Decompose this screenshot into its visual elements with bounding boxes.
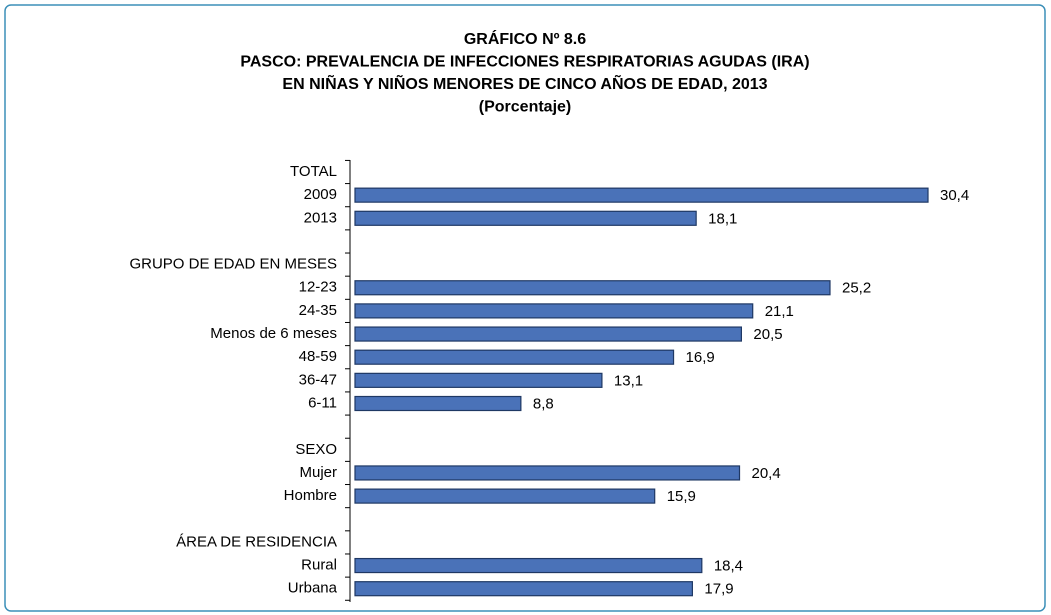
y-tick-label: 2009: [304, 186, 337, 203]
value-label: 20,5: [753, 326, 782, 343]
value-label: 15,9: [667, 488, 696, 505]
y-tick-label: 2013: [304, 209, 337, 226]
bar: [354, 581, 693, 597]
y-tick-label: 24-35: [299, 302, 337, 319]
y-tick-label: Rural: [301, 557, 337, 574]
bar: [354, 326, 742, 342]
bar: [354, 280, 831, 296]
chart-title: (Porcentaje): [479, 99, 571, 116]
y-tick-label: Menos de 6 meses: [210, 325, 337, 342]
y-tick-label: GRUPO DE EDAD EN MESES: [129, 256, 337, 273]
y-tick-label: Hombre: [284, 487, 337, 504]
bar: [354, 465, 741, 481]
bar: [354, 557, 703, 574]
y-tick-label: 48-59: [299, 348, 337, 365]
bar: [354, 372, 603, 388]
y-tick-label: 36-47: [299, 371, 337, 388]
value-label: 13,1: [614, 372, 643, 389]
y-tick-label: Urbana: [288, 580, 338, 597]
bar: [354, 349, 675, 365]
value-label: 17,9: [704, 581, 733, 598]
value-label: 18,1: [708, 210, 737, 227]
chart-title: EN NIÑAS Y NIÑOS MENORES DE CINCO AÑOS D…: [282, 73, 767, 93]
y-tick-label: TOTAL: [290, 163, 337, 180]
chart-title: GRÁFICO Nº 8.6: [464, 29, 586, 48]
value-label: 25,2: [842, 280, 871, 297]
y-tick-label: Mujer: [299, 464, 337, 481]
bar: [354, 395, 522, 412]
chart-title: PASCO: PREVALENCIA DE INFECCIONES RESPIR…: [240, 54, 809, 71]
y-tick-label: 6-11: [308, 394, 337, 411]
bar: [354, 488, 656, 504]
value-label: 30,4: [940, 187, 969, 204]
value-label: 16,9: [686, 349, 715, 366]
bar: [354, 303, 754, 319]
value-label: 21,1: [765, 303, 794, 320]
y-tick-label: ÁREA DE RESIDENCIA: [176, 533, 337, 550]
y-tick-label: SEXO: [295, 441, 337, 458]
value-label: 18,4: [714, 558, 743, 575]
value-label: 8,8: [533, 395, 554, 412]
bar: [354, 187, 929, 203]
bar: [354, 210, 697, 226]
value-label: 20,4: [752, 465, 781, 482]
y-tick-label: 12-23: [299, 279, 337, 296]
